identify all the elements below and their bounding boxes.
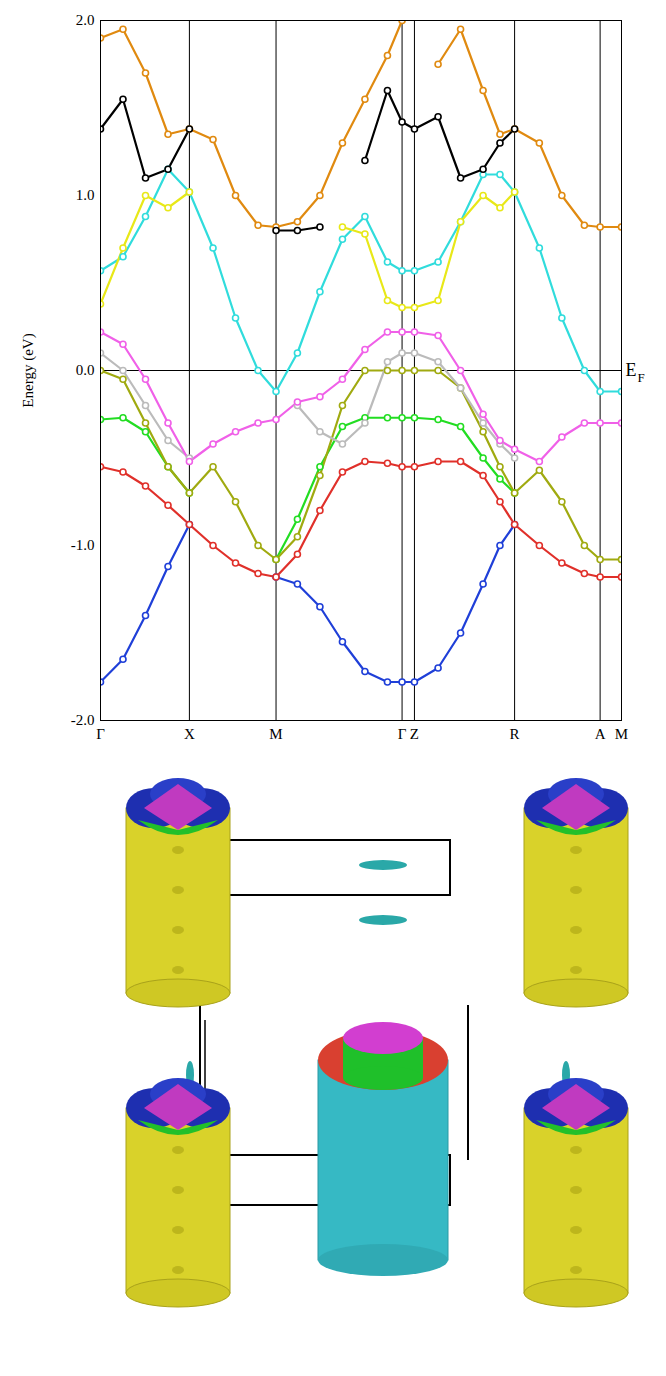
svg-text:-2.0: -2.0 bbox=[71, 712, 95, 728]
svg-text:Z: Z bbox=[410, 726, 419, 742]
svg-text:Γ: Γ bbox=[398, 726, 407, 742]
svg-text:X: X bbox=[184, 726, 195, 742]
svg-text:-1.0: -1.0 bbox=[71, 537, 95, 553]
svg-text:2.0: 2.0 bbox=[76, 12, 95, 28]
svg-text:F: F bbox=[638, 370, 645, 385]
svg-text:1.0: 1.0 bbox=[76, 187, 95, 203]
svg-text:0.0: 0.0 bbox=[76, 362, 95, 378]
svg-text:E: E bbox=[626, 360, 637, 380]
svg-text:M: M bbox=[615, 726, 628, 742]
svg-text:A: A bbox=[595, 726, 606, 742]
svg-text:Energy (eV): Energy (eV) bbox=[20, 333, 37, 407]
svg-text:R: R bbox=[510, 726, 520, 742]
svg-text:Γ: Γ bbox=[96, 726, 105, 742]
svg-text:M: M bbox=[269, 726, 282, 742]
